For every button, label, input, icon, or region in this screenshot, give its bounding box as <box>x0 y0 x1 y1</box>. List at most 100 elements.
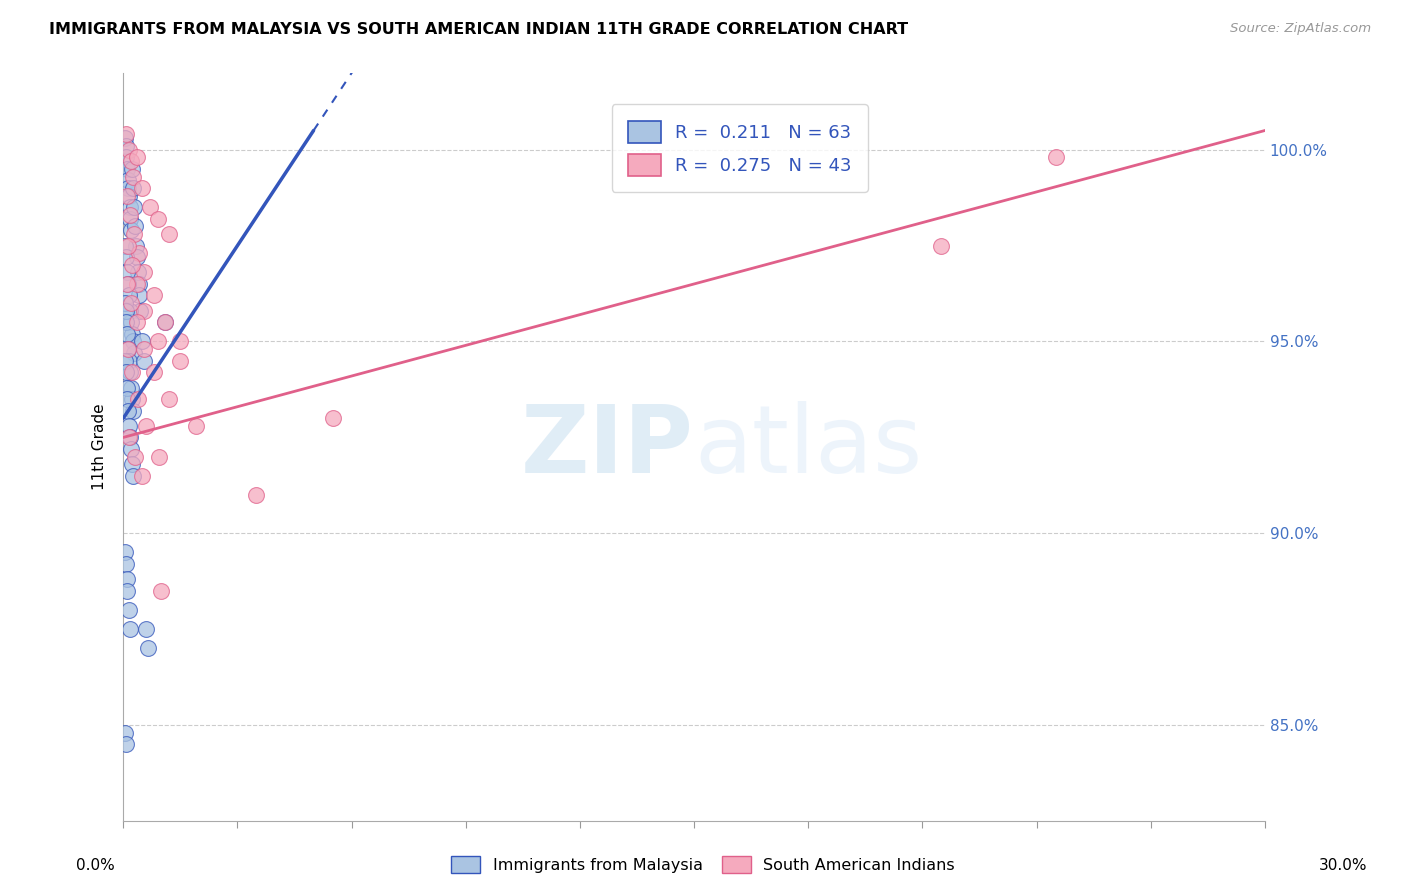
Point <box>115 365 138 379</box>
Point <box>128 277 150 291</box>
Point <box>118 288 141 302</box>
Point <box>115 557 138 571</box>
Point <box>114 296 136 310</box>
Point <box>118 200 141 214</box>
Point <box>120 154 142 169</box>
Point <box>121 169 143 184</box>
Point <box>120 315 142 329</box>
Point <box>121 403 143 417</box>
Point <box>114 545 136 559</box>
Point <box>122 346 145 360</box>
Point <box>120 380 142 394</box>
Point <box>115 150 138 164</box>
Point <box>117 342 139 356</box>
Point <box>931 238 953 252</box>
Point <box>115 161 138 176</box>
Point <box>121 334 143 349</box>
Point <box>134 342 156 356</box>
Point <box>157 392 180 406</box>
Point <box>134 353 156 368</box>
Point <box>118 430 141 444</box>
Point <box>146 211 169 226</box>
Point <box>121 392 143 406</box>
Point <box>115 572 138 586</box>
Point <box>128 246 150 260</box>
Point <box>148 450 170 464</box>
Point <box>120 365 142 379</box>
Point <box>322 411 344 425</box>
Point <box>117 403 139 417</box>
Point <box>115 265 138 279</box>
Point <box>117 277 139 291</box>
Point <box>118 143 141 157</box>
Point <box>117 603 139 617</box>
Text: IMMIGRANTS FROM MALAYSIA VS SOUTH AMERICAN INDIAN 11TH GRADE CORRELATION CHART: IMMIGRANTS FROM MALAYSIA VS SOUTH AMERIC… <box>49 22 908 37</box>
Point <box>115 250 138 264</box>
Point <box>122 468 145 483</box>
Point <box>125 315 148 329</box>
Y-axis label: 11th Grade: 11th Grade <box>93 404 107 491</box>
Point <box>115 737 138 751</box>
Point <box>124 219 146 234</box>
Text: Source: ZipAtlas.com: Source: ZipAtlas.com <box>1230 22 1371 36</box>
Point <box>131 181 153 195</box>
Point <box>153 315 176 329</box>
Text: 30.0%: 30.0% <box>1319 858 1367 873</box>
Text: atlas: atlas <box>695 401 922 493</box>
Point <box>120 442 142 456</box>
Point <box>120 430 142 444</box>
Point <box>127 392 149 406</box>
Point <box>114 131 136 145</box>
Point <box>121 365 143 379</box>
Point <box>117 342 139 356</box>
Point <box>125 238 148 252</box>
Text: 0.0%: 0.0% <box>76 858 115 873</box>
Point <box>115 188 138 202</box>
Point <box>153 315 176 329</box>
Point <box>114 238 136 252</box>
Point <box>124 450 146 464</box>
Point <box>1045 150 1067 164</box>
Point <box>117 392 139 406</box>
Point <box>150 583 173 598</box>
Point <box>120 303 142 318</box>
Point <box>131 468 153 483</box>
Point <box>120 208 142 222</box>
Point <box>120 223 142 237</box>
Point <box>121 181 143 195</box>
Point <box>134 265 156 279</box>
Point <box>121 161 143 176</box>
Point <box>115 380 138 394</box>
Point <box>125 150 148 164</box>
Point <box>122 227 145 241</box>
Point <box>136 641 159 656</box>
Point <box>118 353 141 368</box>
Point <box>117 238 139 252</box>
Point <box>120 211 142 226</box>
Point <box>117 173 139 187</box>
Point <box>121 258 143 272</box>
Point <box>128 288 150 302</box>
Point <box>245 488 267 502</box>
Point <box>114 303 136 318</box>
Point <box>121 457 143 471</box>
Legend: R =  0.211   N = 63, R =  0.275   N = 43: R = 0.211 N = 63, R = 0.275 N = 43 <box>612 104 868 192</box>
Point <box>114 725 136 739</box>
Point <box>117 181 139 195</box>
Point <box>131 334 153 349</box>
Point <box>135 418 157 433</box>
Point <box>115 326 138 341</box>
Point <box>157 227 180 241</box>
Point <box>184 418 207 433</box>
Point <box>134 303 156 318</box>
Point <box>125 277 148 291</box>
Point <box>146 334 169 349</box>
Point <box>115 128 138 142</box>
Point <box>114 353 136 368</box>
Point <box>121 326 143 341</box>
Point <box>169 353 191 368</box>
Point <box>142 288 165 302</box>
Point <box>142 365 165 379</box>
Point <box>120 296 142 310</box>
Point <box>139 200 162 214</box>
